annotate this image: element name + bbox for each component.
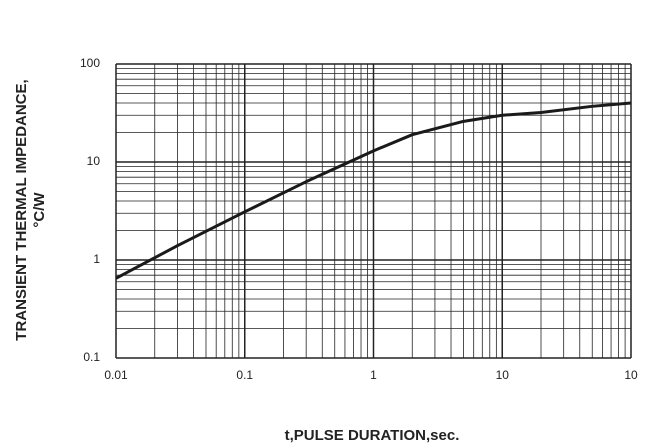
y-tick-label: 100: [80, 56, 100, 70]
y-axis-label: °C/W: [31, 192, 48, 228]
line-series: [115, 101, 632, 280]
x-tick-label: 0.01: [104, 368, 128, 382]
x-tick-label: 0.1: [236, 368, 253, 382]
x-tick-label: 10: [624, 368, 638, 382]
y-tick-label: 1: [93, 252, 100, 266]
y-tick-label: 0.1: [83, 350, 100, 364]
x-axis-label: t,PULSE DURATION,sec.: [285, 427, 460, 444]
x-tick-label: 10: [496, 368, 510, 382]
y-tick-label: 10: [87, 154, 101, 168]
x-tick-label: 1: [370, 368, 377, 382]
y-axis-label: TRANSIENT THERMAL IMPEDANCE,: [13, 79, 30, 340]
